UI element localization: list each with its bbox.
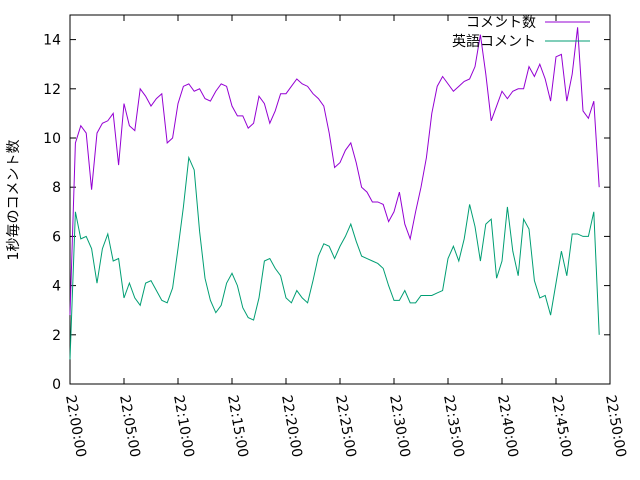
series-line (69, 155, 600, 360)
x-tick-label: 22:30:00 (386, 394, 413, 459)
x-tick-label: 22:35:00 (440, 394, 467, 459)
y-axis-label: 1秒毎のコメント数 (6, 140, 22, 261)
x-tick-label: 22:00:00 (62, 394, 89, 459)
x-tick-label: 22:40:00 (494, 394, 521, 459)
x-tick-label: 22:15:00 (224, 394, 251, 459)
x-tick-label: 22:10:00 (170, 394, 197, 459)
y-tick-label: 10 (43, 131, 61, 147)
series-line (69, 27, 600, 316)
x-tick-label: 22:45:00 (548, 394, 575, 459)
legend-label: コメント数 (466, 15, 536, 31)
y-tick-label: 14 (43, 33, 61, 49)
y-tick-label: 0 (52, 377, 61, 393)
x-tick-label: 22:25:00 (332, 394, 359, 459)
x-tick-label: 22:20:00 (278, 394, 305, 459)
x-tick-label: 22:50:00 (602, 394, 629, 459)
plot-border (69, 14, 611, 385)
y-tick-label: 12 (43, 82, 61, 98)
x-tick-label: 22:05:00 (116, 394, 143, 459)
y-tick-label: 8 (52, 180, 61, 196)
y-tick-label: 6 (52, 229, 61, 245)
legend-label: 英語コメント (452, 33, 536, 50)
y-tick-label: 2 (52, 328, 61, 344)
y-tick-label: 4 (52, 279, 61, 295)
